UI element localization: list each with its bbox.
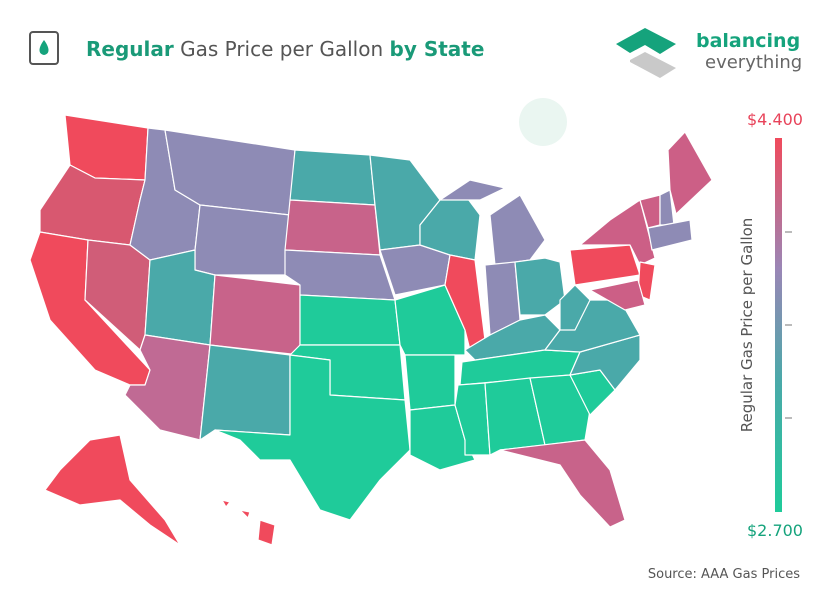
state bbox=[214, 354, 411, 521]
state bbox=[647, 219, 693, 251]
state bbox=[404, 354, 456, 411]
state bbox=[489, 194, 546, 266]
state bbox=[257, 519, 276, 546]
colorbar bbox=[775, 138, 782, 512]
state bbox=[569, 244, 641, 286]
title: Regular Gas Price per Gallon by State bbox=[86, 37, 484, 61]
brand-line: everything bbox=[705, 52, 802, 73]
state bbox=[194, 204, 291, 276]
state bbox=[284, 199, 381, 256]
title-bold: Regular bbox=[86, 37, 174, 61]
watermark bbox=[519, 98, 567, 146]
colorbar-ticks bbox=[785, 231, 792, 419]
brand-logo bbox=[616, 28, 676, 78]
fuel-icon bbox=[29, 31, 59, 65]
state bbox=[499, 439, 626, 528]
state bbox=[284, 249, 396, 301]
legend-min: $2.700 bbox=[747, 521, 803, 540]
state bbox=[667, 131, 713, 215]
source: Source: AAA Gas Prices bbox=[648, 567, 800, 582]
state bbox=[559, 284, 591, 331]
state bbox=[299, 294, 401, 346]
state bbox=[439, 179, 506, 201]
state bbox=[221, 499, 231, 508]
state bbox=[124, 334, 211, 441]
title-bold: by State bbox=[390, 37, 485, 61]
state bbox=[589, 279, 646, 311]
state bbox=[529, 374, 591, 446]
state bbox=[514, 257, 566, 316]
state bbox=[44, 434, 181, 546]
state bbox=[289, 149, 376, 206]
state bbox=[209, 274, 301, 356]
title-regular: Gas Price per Gallon bbox=[180, 37, 383, 61]
legend-max: $4.400 bbox=[747, 110, 803, 129]
legend-axis-label: Regular Gas Price per Gallon bbox=[738, 218, 756, 433]
us-map bbox=[29, 114, 713, 546]
state bbox=[199, 344, 291, 441]
brand-line: balancing bbox=[696, 30, 800, 52]
state bbox=[239, 509, 251, 519]
state bbox=[579, 199, 656, 266]
